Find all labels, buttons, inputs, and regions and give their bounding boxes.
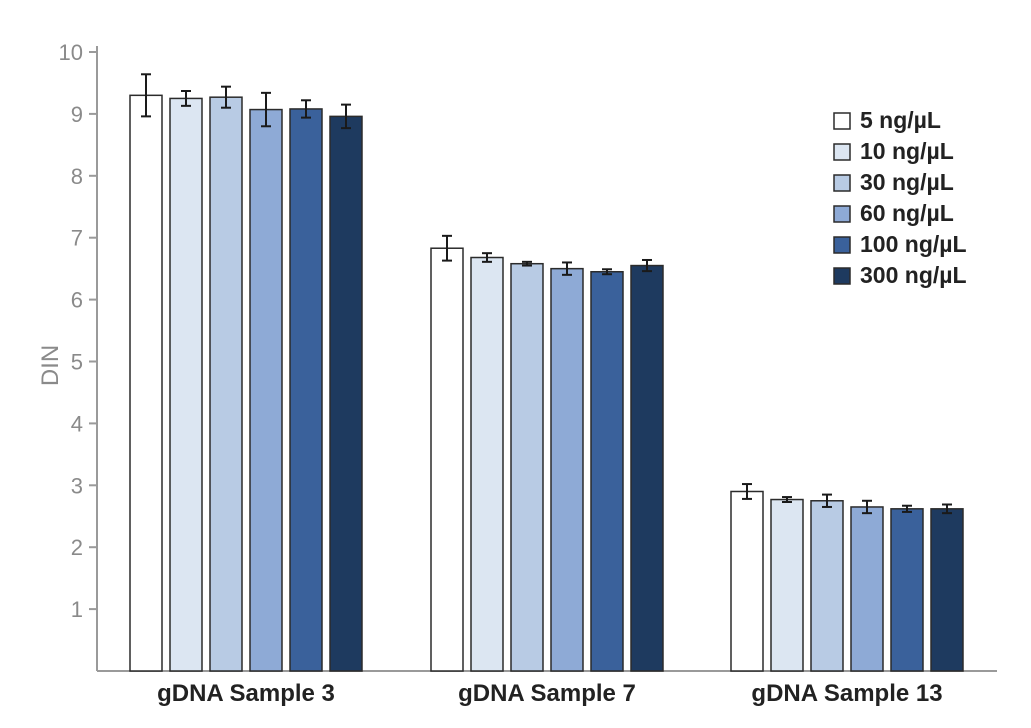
legend-label: 30 ng/µL: [860, 169, 954, 195]
bar: [850, 506, 884, 672]
legend-swatch: [833, 112, 851, 130]
bar: [930, 508, 964, 672]
bar: [810, 500, 844, 672]
legend-label: 10 ng/µL: [860, 138, 954, 164]
bar: [430, 247, 464, 672]
bar: [630, 264, 664, 672]
bar: [209, 96, 243, 672]
bar: [249, 108, 283, 672]
bar: [890, 508, 924, 672]
bar: [129, 94, 163, 672]
bar: [590, 270, 624, 672]
legend-label: 60 ng/µL: [860, 200, 954, 226]
y-tick-label: 4: [71, 411, 83, 436]
labels-layer: 1 2 3 4 5 6 7 8 9 10 DIN gDNA Sample 3 gDNA Sample 7…: [37, 40, 943, 707]
y-tick-label: 3: [71, 473, 83, 498]
bar: [510, 262, 544, 672]
y-tick-label: 7: [71, 226, 83, 251]
bar: [169, 97, 203, 672]
legend-swatch: [833, 143, 851, 161]
bar: [770, 498, 804, 672]
y-tick-label: 10: [59, 40, 83, 65]
axes-layer: [89, 46, 997, 672]
legend-swatch: [833, 267, 851, 285]
x-category-label: gDNA Sample 7: [458, 680, 636, 707]
bar: [470, 256, 504, 672]
legend-label: 100 ng/µL: [860, 231, 967, 257]
x-category-label: gDNA Sample 13: [751, 680, 942, 707]
y-tick-label: 5: [71, 350, 83, 375]
legend-label: 5 ng/µL: [860, 107, 941, 133]
bars-layer: [129, 73, 964, 672]
legend-swatch: [833, 236, 851, 254]
legend: 5 ng/µL 10 ng/µL 30 ng/µL 60 ng/µL 100 ng/µL…: [833, 107, 967, 288]
y-tick-label: 6: [71, 288, 83, 313]
legend-swatch: [833, 205, 851, 223]
x-category-label: gDNA Sample 3: [157, 680, 335, 707]
legend-label: 300 ng/µL: [860, 262, 967, 288]
y-tick-label: 8: [71, 164, 83, 189]
legend-swatch: [833, 174, 851, 192]
bar: [550, 267, 584, 672]
y-tick-label: 9: [71, 102, 83, 127]
y-tick-label: 1: [71, 597, 83, 622]
bar: [329, 115, 363, 672]
y-axis-title: DIN: [37, 345, 64, 386]
bar: [289, 108, 323, 672]
y-tick-label: 2: [71, 535, 83, 560]
bar: [730, 490, 764, 672]
